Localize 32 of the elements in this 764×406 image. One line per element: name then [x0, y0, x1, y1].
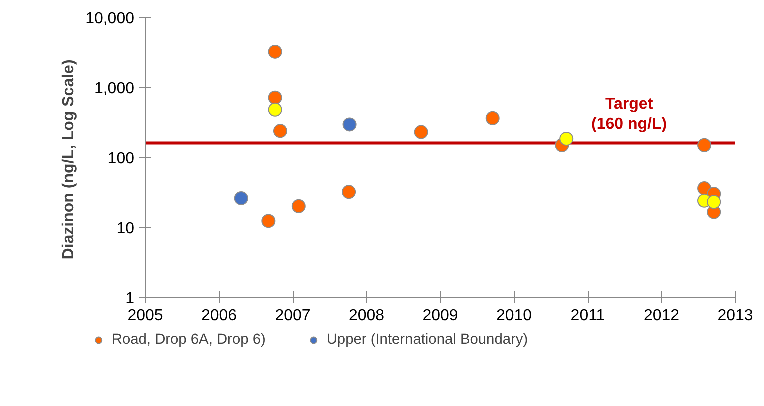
ref-line-label: Target (160 ng/L) — [592, 96, 668, 134]
x-tick-label: 2012 — [644, 308, 680, 324]
y-tick-label: 1 — [126, 290, 135, 308]
point — [698, 138, 712, 152]
point — [273, 124, 288, 138]
point — [342, 185, 356, 200]
point — [268, 102, 282, 117]
y-tick-label: 1,000 — [94, 80, 135, 98]
y-axis-title: Diazinon (ng/L, Log Scale) — [60, 60, 78, 260]
point — [268, 90, 282, 105]
point — [342, 118, 357, 132]
y-tick-label: 100 — [108, 150, 135, 168]
point — [414, 125, 428, 140]
point — [560, 132, 574, 146]
point — [486, 111, 500, 126]
x-tick-label: 2011 — [570, 308, 606, 324]
point — [262, 214, 276, 228]
x-tick-label: 2010 — [496, 308, 532, 324]
legend-label: Road, Drop 6A, Drop 6) — [112, 332, 266, 348]
point — [268, 44, 282, 59]
y-tick-label: 10 — [116, 220, 135, 238]
x-tick-label: 2013 — [718, 308, 754, 324]
point — [234, 191, 248, 206]
y-tick-label: 10,000 — [86, 10, 135, 28]
x-tick-label: 2008 — [348, 308, 385, 324]
legend-label: Upper (International Boundary) — [326, 332, 528, 348]
x-tick-label: 2006 — [201, 308, 238, 324]
x-tick-label: 2005 — [128, 308, 164, 324]
point — [707, 195, 722, 210]
x-tick-label: 2009 — [422, 308, 458, 324]
x-tick-label: 2007 — [275, 308, 311, 324]
point — [292, 199, 306, 214]
